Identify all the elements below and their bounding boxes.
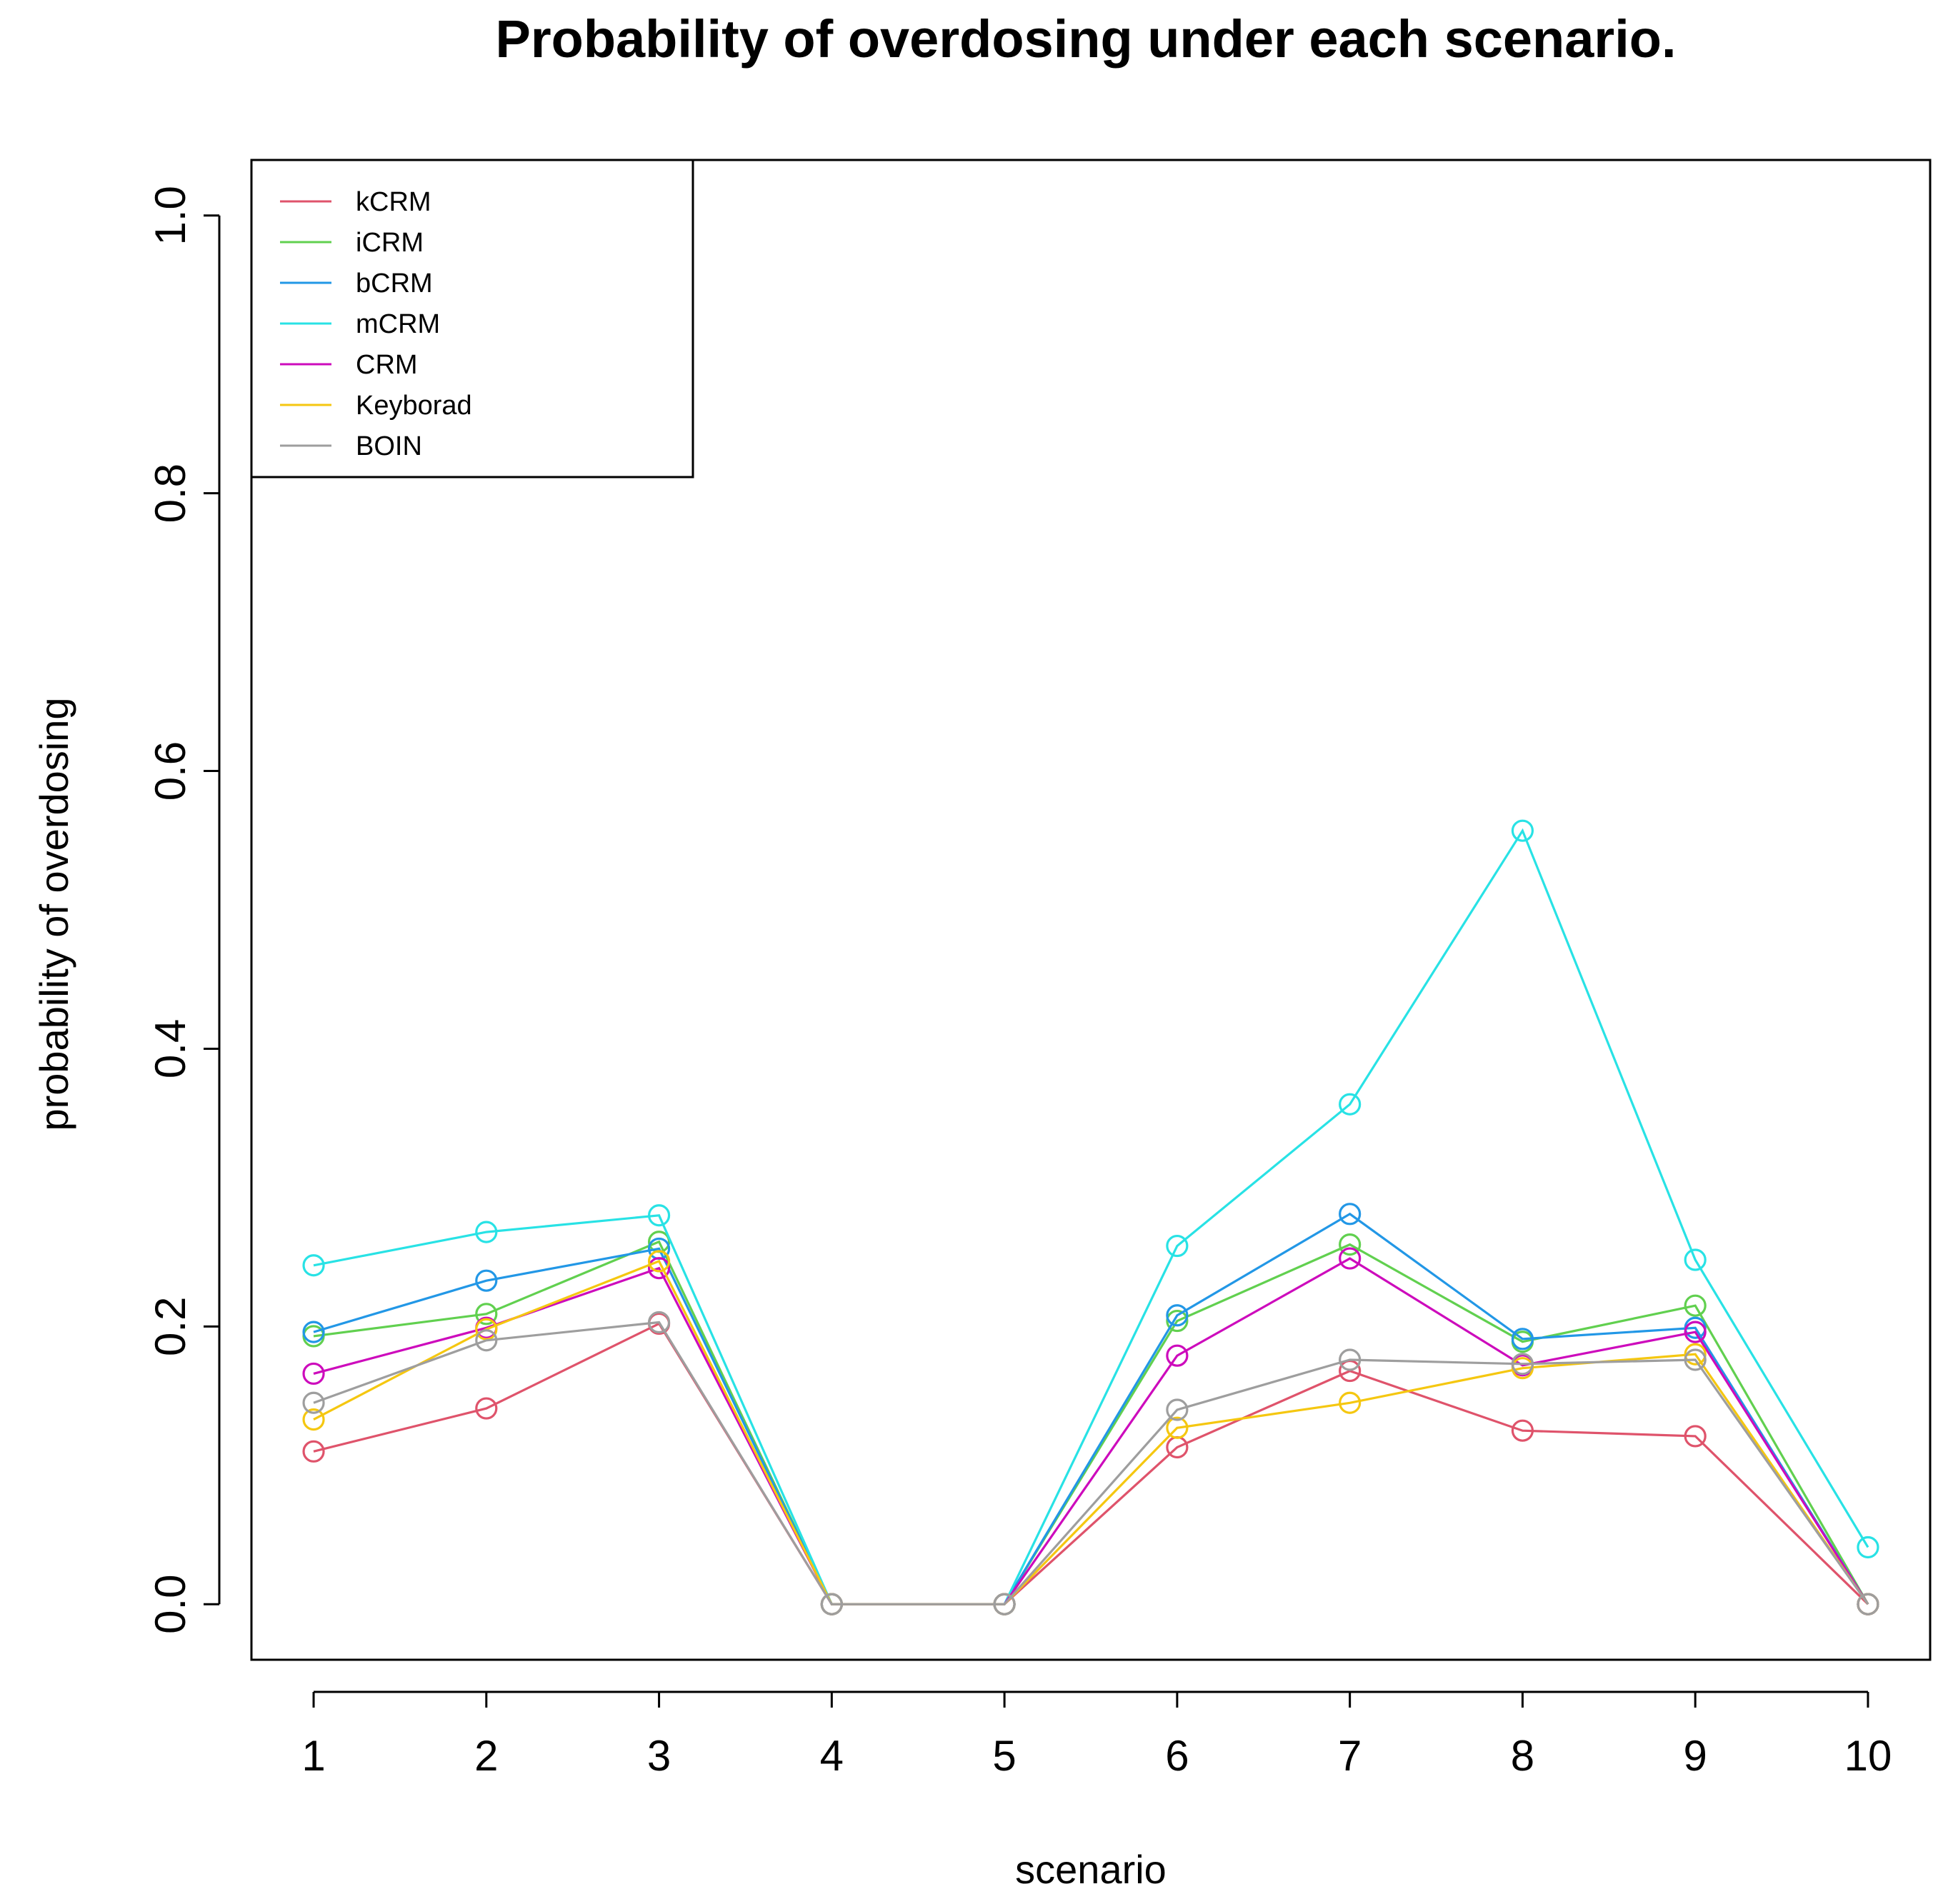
data-point-crm bbox=[302, 1362, 325, 1386]
data-point-icrm bbox=[1684, 1294, 1707, 1317]
y-tick-label: 0.6 bbox=[146, 741, 194, 801]
legend-frame bbox=[250, 159, 694, 478]
legend-item-crm: CRM bbox=[280, 350, 418, 380]
series-mcrm bbox=[302, 819, 1879, 1615]
y-tick-label: 0.0 bbox=[146, 1575, 194, 1634]
data-point-boin bbox=[475, 1329, 498, 1352]
data-point-bcrm bbox=[1166, 1304, 1189, 1327]
data-point-bcrm bbox=[302, 1321, 325, 1343]
chart-title: Probability of overdosing under each sce… bbox=[495, 9, 1676, 69]
series-line-mcrm bbox=[313, 828, 1869, 1605]
series-line-kcrm bbox=[313, 1322, 1869, 1605]
data-point-mcrm bbox=[1857, 1535, 1879, 1559]
x-tick-label: 4 bbox=[820, 1732, 844, 1780]
plot-frame bbox=[250, 159, 1932, 1661]
x-tick-label: 5 bbox=[992, 1732, 1016, 1780]
legend-label: mCRM bbox=[356, 309, 440, 339]
data-point-kcrm bbox=[302, 1440, 325, 1463]
y-tick-label: 0.8 bbox=[146, 464, 194, 523]
legend-item-kcrm: kCRM bbox=[280, 187, 431, 217]
legend-label: CRM bbox=[356, 350, 418, 380]
legend-item-boin: BOIN bbox=[280, 431, 422, 461]
data-point-boin bbox=[1684, 1348, 1707, 1371]
data-point-boin bbox=[302, 1391, 325, 1414]
data-point-kcrm bbox=[1511, 1419, 1534, 1442]
series-line-icrm bbox=[313, 1240, 1869, 1605]
series-line-bcrm bbox=[313, 1212, 1869, 1605]
y-tick-label: 0.2 bbox=[146, 1297, 194, 1356]
data-point-mcrm bbox=[1511, 819, 1534, 842]
legend-item-keyborad: Keyborad bbox=[280, 391, 472, 421]
legend-item-icrm: iCRM bbox=[280, 228, 424, 258]
legend: kCRM iCRM bCRM mCRM CRM Keyborad BOIN bbox=[250, 159, 694, 478]
series-line-crm bbox=[313, 1257, 1869, 1605]
data-point-icrm bbox=[1166, 1309, 1189, 1333]
legend-item-bcrm: bCRM bbox=[280, 269, 433, 299]
data-point-boin bbox=[1857, 1593, 1879, 1615]
data-point-mcrm bbox=[1166, 1234, 1189, 1258]
legend-item-mcrm: mCRM bbox=[280, 309, 440, 339]
series-keyborad bbox=[302, 1250, 1879, 1615]
data-point-bcrm bbox=[1511, 1328, 1534, 1351]
legend-label: kCRM bbox=[356, 187, 431, 217]
data-point-boin bbox=[1339, 1348, 1362, 1371]
data-point-mcrm bbox=[647, 1204, 671, 1227]
data-point-icrm bbox=[475, 1303, 498, 1326]
data-point-boin bbox=[993, 1593, 1016, 1615]
data-point-crm bbox=[1166, 1344, 1189, 1367]
legend-label: BOIN bbox=[356, 431, 422, 461]
data-point-bcrm bbox=[475, 1269, 498, 1292]
series-line-boin bbox=[313, 1321, 1869, 1605]
legend-label: Keyborad bbox=[356, 391, 472, 421]
series-boin bbox=[302, 1311, 1879, 1615]
data-point-keyborad bbox=[1339, 1391, 1362, 1414]
series-layer bbox=[302, 819, 1879, 1615]
x-tick-label: 6 bbox=[1165, 1732, 1189, 1780]
series-crm bbox=[302, 1247, 1879, 1615]
data-point-boin bbox=[1166, 1398, 1189, 1421]
data-point-crm bbox=[1339, 1247, 1362, 1270]
data-point-keyborad bbox=[1166, 1416, 1189, 1439]
x-tick-label: 7 bbox=[1338, 1732, 1362, 1780]
legend-label: iCRM bbox=[356, 228, 424, 258]
data-point-mcrm bbox=[1339, 1093, 1362, 1116]
data-point-mcrm bbox=[302, 1254, 325, 1277]
legend-label: bCRM bbox=[356, 269, 433, 299]
x-tick-label: 10 bbox=[1844, 1732, 1892, 1780]
data-point-crm bbox=[1684, 1321, 1707, 1343]
y-tick-label: 0.4 bbox=[146, 1019, 194, 1078]
series-bcrm bbox=[302, 1203, 1879, 1615]
x-tick-label: 9 bbox=[1684, 1732, 1707, 1780]
data-point-keyborad bbox=[647, 1250, 671, 1273]
plot-area bbox=[250, 159, 1932, 1661]
data-point-kcrm bbox=[475, 1397, 498, 1420]
x-axis: 1 2 3 4 5 6 7 8 9 10 bbox=[301, 1690, 1892, 1780]
x-axis-label: scenario bbox=[1015, 1847, 1167, 1892]
data-point-kcrm bbox=[1684, 1425, 1707, 1448]
data-point-mcrm bbox=[1684, 1248, 1707, 1271]
x-tick-label: 1 bbox=[301, 1732, 325, 1780]
data-point-boin bbox=[647, 1311, 671, 1334]
y-axis-label: probability of overdosing bbox=[31, 697, 76, 1131]
data-point-mcrm bbox=[475, 1221, 498, 1243]
data-point-keyborad bbox=[302, 1408, 325, 1431]
data-point-keyborad bbox=[1684, 1343, 1707, 1366]
y-tick-label: 1.0 bbox=[146, 186, 194, 245]
x-tick-label: 8 bbox=[1511, 1732, 1534, 1780]
y-axis: 0.0 0.2 0.4 0.6 0.8 1.0 bbox=[146, 186, 221, 1634]
series-line-keyborad bbox=[313, 1259, 1869, 1605]
x-tick-label: 2 bbox=[474, 1732, 498, 1780]
data-point-boin bbox=[820, 1593, 843, 1615]
data-point-bcrm bbox=[1339, 1203, 1362, 1226]
data-point-crm bbox=[647, 1257, 671, 1280]
data-point-icrm bbox=[1339, 1233, 1362, 1256]
x-tick-label: 3 bbox=[647, 1732, 671, 1780]
data-point-boin bbox=[1511, 1353, 1534, 1376]
